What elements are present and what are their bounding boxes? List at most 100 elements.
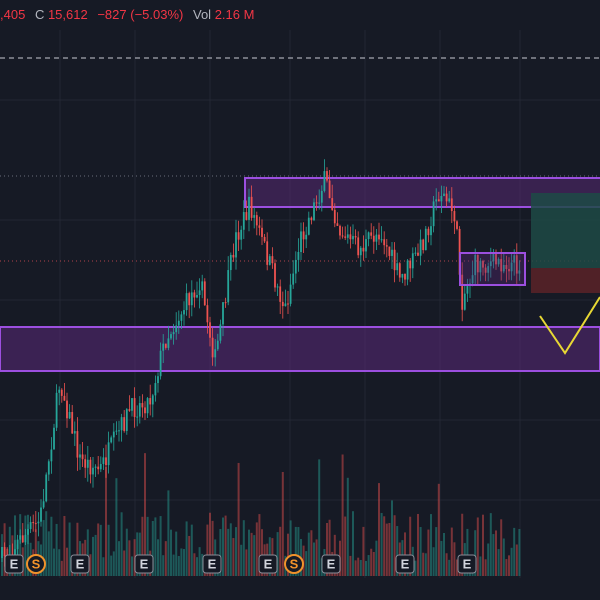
volume-bar <box>141 516 144 576</box>
candle-body <box>414 252 417 254</box>
candle-body <box>310 217 313 221</box>
volume-bar <box>50 516 53 576</box>
candle-body <box>404 273 406 280</box>
candle-body <box>240 229 243 240</box>
candle-body <box>370 232 373 236</box>
volume-bar <box>518 528 521 576</box>
volume-bar <box>144 453 146 576</box>
event-badge <box>284 554 304 574</box>
candle-body <box>510 262 513 272</box>
volume-bar <box>365 560 367 576</box>
candle-body <box>58 389 61 393</box>
candle-body <box>281 301 284 307</box>
candle-body <box>495 252 497 265</box>
candle-body <box>315 202 318 204</box>
candle-body <box>162 343 165 351</box>
volume-bar <box>476 517 479 576</box>
candle-body <box>131 398 133 411</box>
volume-bar <box>53 548 55 576</box>
volume-bar <box>362 526 365 576</box>
candle-body <box>16 539 19 550</box>
volume-bar <box>344 516 347 576</box>
candle-body <box>263 236 266 242</box>
volume-bar <box>375 540 378 576</box>
volume-bar <box>190 524 193 576</box>
candle-body <box>216 340 219 350</box>
candle-body <box>94 466 97 468</box>
volume-bar <box>162 555 165 576</box>
volume-bar <box>383 516 386 576</box>
candle-body <box>287 303 289 305</box>
candle-body <box>279 286 282 302</box>
volume-bar <box>164 541 167 576</box>
candle-body <box>302 231 305 240</box>
candle-body <box>333 209 336 224</box>
volume-bar <box>479 556 482 576</box>
volume-bar <box>125 528 128 576</box>
candle-body <box>136 416 139 418</box>
candle-body <box>258 225 261 228</box>
volume-bar <box>110 555 113 576</box>
candle-body <box>323 171 326 191</box>
volume-bar <box>1 550 3 576</box>
volume-bar <box>261 529 263 576</box>
volume-bar <box>240 544 243 576</box>
candle-body <box>359 247 362 256</box>
volume-bar <box>409 516 412 576</box>
volume-bar <box>229 523 232 576</box>
candle-body <box>292 273 295 285</box>
candle-body <box>245 212 248 220</box>
volume-bar <box>47 531 50 576</box>
candle-body <box>151 395 154 405</box>
candle-body <box>73 431 76 434</box>
candle-body <box>456 221 458 229</box>
volume-bar <box>58 549 61 576</box>
candle-body <box>203 281 206 306</box>
volume-bar <box>253 535 256 576</box>
event-label: E <box>401 556 410 571</box>
header: ,405 C 15,612 −827 (−5.03%) Vol 2.16 M <box>0 7 254 22</box>
candle-body <box>68 411 71 419</box>
volume-bar <box>474 530 477 576</box>
candle-body <box>149 398 152 405</box>
candle-body <box>432 201 435 227</box>
volume-bar <box>435 527 438 576</box>
volume-bar <box>172 554 175 576</box>
candle-body <box>461 274 464 310</box>
candle-body <box>232 254 235 258</box>
candle-body <box>177 320 180 326</box>
volume-bar <box>495 530 497 576</box>
candle-body <box>313 202 315 221</box>
volume-bar <box>115 478 118 576</box>
candle-body <box>128 409 131 411</box>
candle-body <box>518 270 521 274</box>
candle-body <box>284 303 287 307</box>
candle-body <box>367 232 370 240</box>
candle-body <box>144 407 146 414</box>
candle-body <box>242 212 245 230</box>
candle-body <box>450 198 453 212</box>
candle-body <box>229 254 232 271</box>
volume-bar <box>55 523 58 576</box>
candle-body <box>190 292 193 306</box>
event-label: E <box>327 556 336 571</box>
candle-body <box>99 463 102 470</box>
candle-body <box>164 343 167 348</box>
candle-body <box>40 507 42 522</box>
volume-bar <box>487 543 490 576</box>
volume-bar <box>445 553 448 576</box>
candle-body <box>357 237 360 256</box>
candle-body <box>365 239 367 252</box>
volume-bar <box>136 532 139 576</box>
candle-body <box>32 522 35 524</box>
volume-bar <box>224 515 227 576</box>
volume-bar <box>276 532 279 576</box>
volume-bar <box>315 539 318 576</box>
volume-bar <box>89 554 92 576</box>
volume-bar <box>302 545 305 576</box>
candle-body <box>105 457 107 466</box>
candle-body <box>266 241 269 265</box>
candle-body <box>50 449 53 462</box>
volume-bar <box>157 539 159 576</box>
candle-body <box>346 234 349 238</box>
